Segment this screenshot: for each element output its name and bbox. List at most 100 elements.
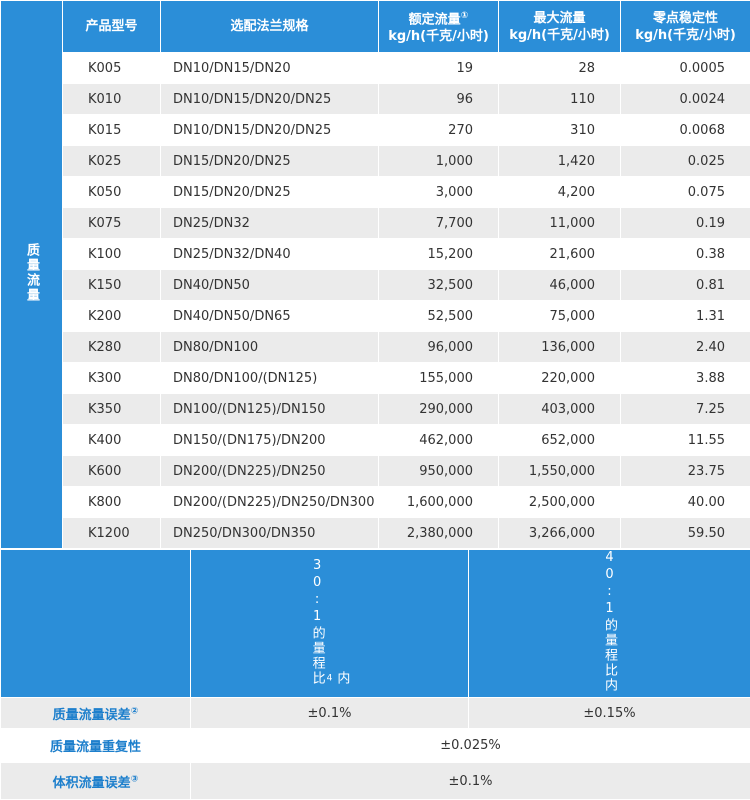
- data-cell: 310: [499, 115, 621, 146]
- data-cell: 1,000: [379, 146, 499, 177]
- data-cell: 1,550,000: [499, 456, 621, 487]
- data-cell: 2.40: [621, 332, 750, 363]
- data-cell: 21,600: [499, 239, 621, 270]
- data-cell: K300: [63, 363, 161, 394]
- data-cell: 11.55: [621, 425, 750, 456]
- data-cell: 1.31: [621, 301, 750, 332]
- range-text-end: 内: [332, 671, 351, 686]
- data-cell: 7.25: [621, 394, 750, 425]
- data-cell: 0.19: [621, 208, 750, 239]
- accuracy-value: ±0.15%: [469, 698, 750, 729]
- header-cell: 零点稳定性 kg/h(千克/小时): [621, 1, 750, 53]
- data-cell: 11,000: [499, 208, 621, 239]
- accuracy-row: 质量流量误差②±0.1%±0.15%: [1, 698, 750, 729]
- group-cell: 质量流量: [1, 1, 63, 549]
- data-cell: 19: [379, 53, 499, 84]
- data-cell: 3,266,000: [499, 518, 621, 549]
- data-cell: 403,000: [499, 394, 621, 425]
- data-cell: 46,000: [499, 270, 621, 301]
- header-note: ①: [461, 11, 469, 21]
- range-corner: [1, 550, 191, 698]
- data-cell: K005: [63, 53, 161, 84]
- header-unit: kg/h(千克/小时): [635, 28, 736, 43]
- data-cell: 7,700: [379, 208, 499, 239]
- data-cell: 96,000: [379, 332, 499, 363]
- data-cell: K050: [63, 177, 161, 208]
- data-cell: DN250/DN300/DN350: [161, 518, 379, 549]
- header-title: 产品型号: [85, 19, 137, 34]
- data-cell: 290,000: [379, 394, 499, 425]
- data-cell: K200: [63, 301, 161, 332]
- data-cell: 0.0068: [621, 115, 750, 146]
- accuracy-value: ±0.1%: [191, 763, 750, 800]
- header-unit: kg/h(千克/小时): [388, 29, 489, 44]
- data-cell: DN80/DN100: [161, 332, 379, 363]
- accuracy-label: 质量流量重复性: [1, 729, 191, 763]
- data-cell: DN100/(DN125)/DN150: [161, 394, 379, 425]
- data-cell: 1,600,000: [379, 487, 499, 518]
- header-unit: kg/h(千克/小时): [509, 28, 610, 43]
- data-cell: K075: [63, 208, 161, 239]
- accuracy-label-text: 体积流量误差: [53, 776, 131, 791]
- data-cell: 110: [499, 84, 621, 115]
- accuracy-label-text: 质量流量重复性: [50, 740, 141, 755]
- data-cell: 59.50: [621, 518, 750, 549]
- data-cell: 75,000: [499, 301, 621, 332]
- data-cell: 0.38: [621, 239, 750, 270]
- data-cell: K280: [63, 332, 161, 363]
- accuracy-row: 体积流量误差③±0.1%: [1, 763, 750, 800]
- header-title: 最大流量: [533, 11, 585, 26]
- data-cell: 270: [379, 115, 499, 146]
- data-cell: 0.0024: [621, 84, 750, 115]
- data-cell: K010: [63, 84, 161, 115]
- header-title: 零点稳定性: [653, 11, 718, 26]
- range-text: 40:1的量程比内: [600, 550, 619, 693]
- accuracy-label: 体积流量误差③: [1, 763, 191, 800]
- data-cell: 3.88: [621, 363, 750, 394]
- data-cell: 0.81: [621, 270, 750, 301]
- data-cell: 4,200: [499, 177, 621, 208]
- data-cell: DN25/DN32/DN40: [161, 239, 379, 270]
- data-cell: DN40/DN50: [161, 270, 379, 301]
- data-cell: 2,380,000: [379, 518, 499, 549]
- data-cell: DN200/(DN225)/DN250/DN300: [161, 487, 379, 518]
- data-cell: 40.00: [621, 487, 750, 518]
- data-cell: K015: [63, 115, 161, 146]
- data-cell: DN80/DN100/(DN125): [161, 363, 379, 394]
- accuracy-value: ±0.1%: [191, 698, 469, 729]
- data-cell: K150: [63, 270, 161, 301]
- header-cell: 最大流量 kg/h(千克/小时): [499, 1, 621, 53]
- data-cell: 23.75: [621, 456, 750, 487]
- data-cell: DN25/DN32: [161, 208, 379, 239]
- data-cell: 0.075: [621, 177, 750, 208]
- data-cell: DN10/DN15/DN20: [161, 53, 379, 84]
- data-cell: K025: [63, 146, 161, 177]
- data-cell: 3,000: [379, 177, 499, 208]
- data-cell: DN40/DN50/DN65: [161, 301, 379, 332]
- header-title: 选配法兰规格: [230, 19, 308, 34]
- data-cell: DN150/(DN175)/DN200: [161, 425, 379, 456]
- data-cell: K100: [63, 239, 161, 270]
- data-cell: 652,000: [499, 425, 621, 456]
- data-cell: 136,000: [499, 332, 621, 363]
- data-cell: 155,000: [379, 363, 499, 394]
- data-cell: K800: [63, 487, 161, 518]
- accuracy-value: ±0.025%: [191, 729, 750, 763]
